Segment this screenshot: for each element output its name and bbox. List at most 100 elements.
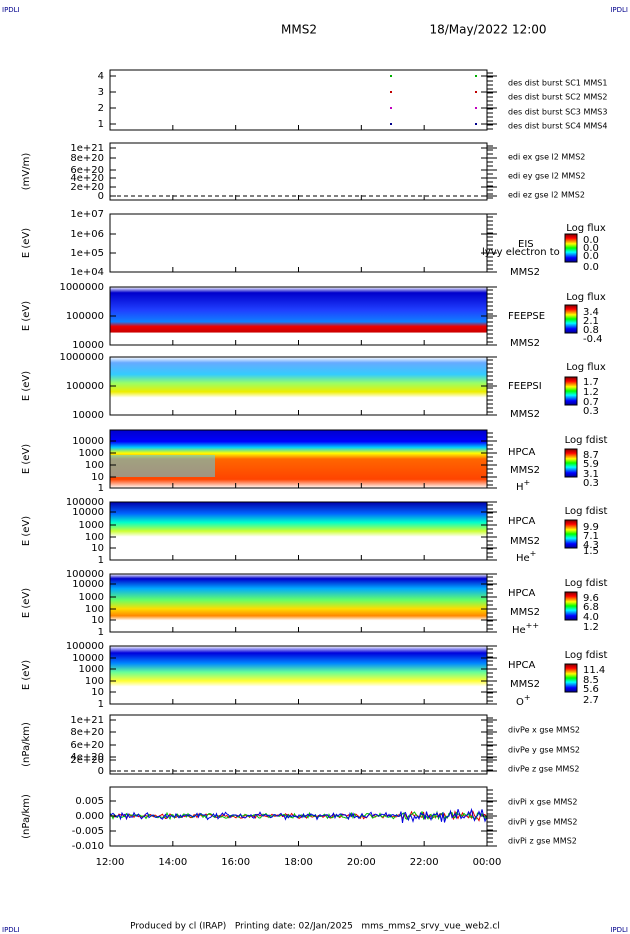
species: He+ <box>516 549 536 565</box>
spectrogram <box>110 287 487 345</box>
y-tick-label: 3 <box>98 87 104 98</box>
logo: IPDLI <box>2 6 20 14</box>
spectrogram <box>110 646 487 704</box>
y-tick-label: 100000 <box>66 311 104 322</box>
colorbar-label: -0.4 <box>583 334 603 345</box>
colorbar <box>564 663 578 693</box>
logo: IPDLI <box>610 6 628 14</box>
y-axis-label: E (eV) <box>21 444 32 474</box>
colorbar-label: 0.0 <box>583 235 599 246</box>
colorbar-title: Log flux <box>566 292 606 303</box>
y-tick-label: 100 <box>85 676 104 687</box>
species-base: He <box>512 625 526 636</box>
y-tick-label: 6e+20 <box>70 740 104 751</box>
burst-mark <box>475 75 477 77</box>
x-tick-label: 14:00 <box>158 857 187 868</box>
panel-frame <box>109 69 488 131</box>
y-tick-label: 100 <box>85 532 104 543</box>
burst-mark <box>390 91 392 93</box>
species: He++ <box>512 621 539 637</box>
colorbar-label: 9.9 <box>583 522 599 533</box>
spectrogram <box>110 502 487 560</box>
colorbar-label: 7.1 <box>583 531 599 542</box>
panel-frame <box>109 714 488 775</box>
y-tick-label: 1 <box>98 483 104 494</box>
colorbar-label: 1.2 <box>583 622 599 633</box>
species: O+ <box>516 693 531 709</box>
y-tick-label: 2 <box>98 103 104 114</box>
y-tick-label: 6e+20 <box>70 165 104 176</box>
x-tick-label: 22:00 <box>410 857 439 868</box>
species-charge: + <box>524 693 531 702</box>
spacecraft: MMS2 <box>510 607 540 618</box>
instrument: FEEPSI <box>508 381 542 392</box>
colorbar-label: 2.7 <box>583 695 599 706</box>
y-tick-label: 1000000 <box>59 352 104 363</box>
colorbar-label: 0.0 <box>583 251 599 262</box>
burst-mark <box>475 123 477 125</box>
colorbar-label: 6.8 <box>583 602 599 613</box>
legend-entry: divPi y gse MMS2 <box>508 818 577 827</box>
mission: MMS2 <box>281 23 317 37</box>
legend-entry: divPe y gse MMS2 <box>508 746 580 755</box>
colorbar <box>564 376 578 406</box>
species-charge: ++ <box>526 621 539 630</box>
colorbar-title: Log fdist <box>565 435 608 446</box>
y-tick-label: 1000 <box>79 448 104 459</box>
y-tick-label: 0.000 <box>75 811 104 822</box>
y-tick-label: 1e+21 <box>70 143 104 154</box>
spectrogram <box>110 574 487 632</box>
legend-entry: edi ez gse l2 MMS2 <box>508 191 585 200</box>
y-tick-label: 1e+07 <box>70 209 104 220</box>
species-charge: + <box>530 549 537 558</box>
trace <box>109 807 487 824</box>
y-tick-label: 100 <box>85 604 104 615</box>
colorbar-title: Log flux <box>566 362 606 373</box>
legend-entry: des dist burst SC4 MMS4 <box>508 122 607 131</box>
legend-entry: edi ey gse l2 MMS2 <box>508 172 586 181</box>
colorbar-label: 0.3 <box>583 478 599 489</box>
y-axis-label: E (eV) <box>21 588 32 618</box>
y-tick-label: 100000 <box>66 641 104 652</box>
y-tick-label: 10000 <box>72 507 104 518</box>
colorbar-label: 4.0 <box>583 612 599 623</box>
x-tick-label: 16:00 <box>221 857 250 868</box>
burst-mark <box>390 123 392 125</box>
legend-entry: divPe z gse MMS2 <box>508 765 579 774</box>
y-tick-label: 4e+20 <box>70 173 104 184</box>
colorbar-label: 1.7 <box>583 377 599 388</box>
species-base: O <box>516 697 524 708</box>
y-tick-label: 0 <box>98 191 104 202</box>
spectrogram <box>110 357 487 415</box>
legend-entry: divPe x gse MMS2 <box>508 726 580 735</box>
colorbar <box>564 448 578 478</box>
colorbar-label: 1.2 <box>583 387 599 398</box>
x-tick-label: 12:00 <box>96 857 125 868</box>
instrument: EIS <box>518 239 534 250</box>
colorbar <box>564 304 578 334</box>
colorbar-title: Log fdist <box>565 578 608 589</box>
y-tick-label: 1000 <box>79 592 104 603</box>
logo: IPDLI <box>2 926 20 934</box>
colorbar-label: 1.5 <box>583 546 599 557</box>
x-tick-label: 18:00 <box>284 857 313 868</box>
colorbar-label: 8.7 <box>583 450 599 461</box>
instrument: HPCA <box>508 660 536 671</box>
y-tick-label: 10000 <box>72 436 104 447</box>
x-tick-label: 00:00 <box>473 857 502 868</box>
spacecraft: MMS2 <box>510 267 540 278</box>
spectrogram-region <box>110 455 215 477</box>
y-tick-label: 1 <box>98 555 104 566</box>
colorbar-label: 11.4 <box>583 665 605 676</box>
y-tick-label: 100000 <box>66 497 104 508</box>
spacecraft: MMS2 <box>510 536 540 547</box>
colorbar-label: 3.1 <box>583 469 599 480</box>
colorbar-label: 0.8 <box>583 325 599 336</box>
y-tick-label: 10000 <box>72 579 104 590</box>
y-tick-label: -0.010 <box>72 841 104 852</box>
y-tick-label: 10 <box>91 615 104 626</box>
burst-mark <box>475 107 477 109</box>
legend-entry: des dist burst SC2 MMS2 <box>508 93 607 102</box>
panel-frame <box>109 142 488 201</box>
